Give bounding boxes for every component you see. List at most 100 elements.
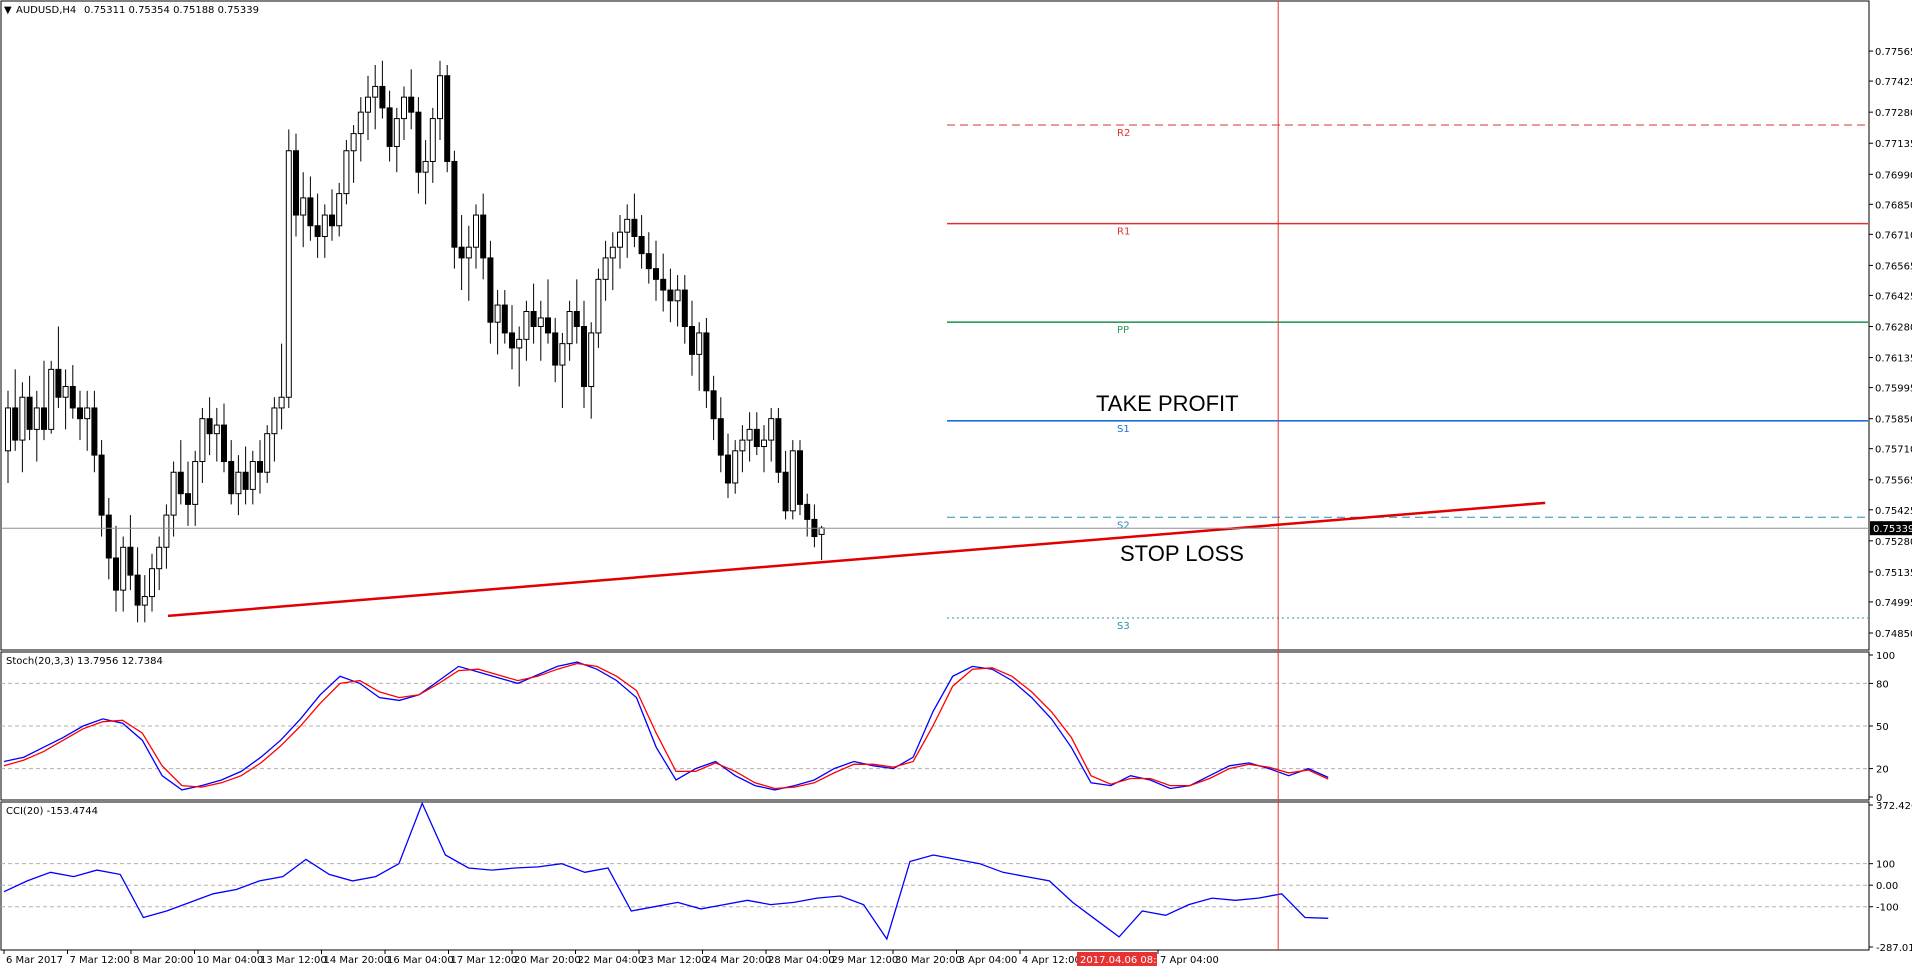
time-axis-label: 8 Mar 20:00 — [133, 955, 193, 966]
candle-body — [559, 343, 566, 366]
candle-body — [98, 454, 105, 516]
candle-body — [739, 439, 746, 452]
candle-body — [804, 503, 811, 520]
crosshair-time-label: 2017.04.06 08:00 — [1080, 955, 1169, 966]
candle-body — [509, 332, 515, 349]
candle-body — [141, 596, 148, 606]
candle-body — [278, 396, 285, 409]
candle-body — [199, 418, 206, 463]
candle-body — [451, 160, 458, 248]
candle-body — [617, 231, 623, 248]
candle-body — [343, 150, 350, 195]
stoch-axis-label: 100 — [1876, 651, 1895, 662]
candle-body — [624, 218, 631, 233]
candle-body — [545, 317, 551, 334]
candle-body — [242, 471, 249, 490]
candle-body — [480, 214, 487, 259]
price-axis-label: 0.77135 — [1875, 139, 1912, 150]
current-price-box — [1870, 521, 1912, 536]
candle-body — [782, 471, 789, 512]
candle-body — [501, 304, 508, 334]
candle-body — [12, 407, 19, 441]
stoch-label: Stoch(20,3,3) 13.7956 12.7384 — [6, 656, 163, 667]
candle-body — [300, 197, 307, 216]
chart-header-arrow[interactable]: ▼ — [4, 5, 12, 16]
pivot-label-s2: S2 — [1117, 520, 1130, 531]
candle-body — [753, 428, 760, 448]
candle-body — [689, 326, 695, 355]
candle-body — [789, 450, 796, 512]
stoch-axis-label: 50 — [1876, 722, 1889, 733]
candle-body — [185, 493, 191, 505]
candle-body — [746, 428, 753, 441]
price-axis-label: 0.75565 — [1875, 476, 1912, 487]
candle-body — [681, 289, 688, 327]
stoch-axis-label: 80 — [1876, 679, 1889, 690]
candle-body — [206, 418, 213, 435]
candle-body — [530, 310, 537, 328]
candle-body — [91, 407, 98, 456]
candle-body — [631, 218, 638, 237]
candle-body — [609, 246, 616, 259]
candle-body — [249, 461, 256, 490]
candle-body — [314, 225, 321, 237]
pivot-levels: R2 R1 PP S1 S2 S3 — [947, 124, 1868, 632]
candle-body — [285, 150, 292, 398]
candle-body — [595, 278, 602, 334]
time-axis-label: 24 Mar 20:00 — [705, 955, 772, 966]
stoch-main-line — [3, 661, 1329, 791]
price-axis-label: 0.75995 — [1875, 384, 1912, 395]
time-axis-label: 6 Mar 2017 — [6, 955, 63, 966]
price-axis-label: 0.74995 — [1875, 598, 1912, 609]
candle-body — [516, 338, 523, 349]
candle-body — [552, 332, 559, 366]
candle-body — [69, 386, 76, 409]
candle-body — [710, 390, 717, 420]
candle-body — [307, 197, 314, 227]
price-axis-label: 0.75425 — [1875, 506, 1912, 517]
candle-body — [487, 257, 494, 323]
price-axis-label: 0.77425 — [1875, 77, 1912, 88]
candle-body — [437, 75, 443, 120]
cci-axis-label: 372.4268 — [1876, 801, 1912, 812]
stoch-signal-line — [3, 662, 1329, 790]
candle-body — [329, 214, 335, 227]
candle-body — [725, 454, 731, 484]
candle-body — [465, 246, 472, 259]
candle-body — [537, 317, 544, 327]
candle-body — [264, 433, 271, 473]
candle-body — [422, 160, 429, 173]
candle-body — [62, 386, 69, 398]
take-profit-annotation: TAKE PROFIT — [1096, 391, 1239, 416]
time-axis-label: 4 Apr 12:00 — [1022, 955, 1081, 966]
candle-body — [444, 75, 451, 162]
time-axis-label: 20 Mar 20:00 — [514, 955, 581, 966]
stoch-axis-label: 20 — [1876, 765, 1889, 776]
time-axis-label: 29 Mar 12:00 — [832, 955, 899, 966]
price-axis-label: 0.76565 — [1875, 261, 1912, 272]
candle-body — [653, 268, 659, 280]
price-axis-label: 0.76425 — [1875, 291, 1912, 302]
candle-body — [257, 461, 263, 473]
time-axis-label: 22 Mar 04:00 — [578, 955, 645, 966]
candle-body — [588, 332, 595, 388]
candle-body — [473, 214, 479, 248]
candle-body — [336, 193, 343, 227]
cci-panel-frame — [0, 801, 1870, 951]
candle-body — [127, 546, 134, 576]
cci-label: CCI(20) -153.4744 — [6, 806, 98, 817]
time-axis-label: 7 Apr 04:00 — [1160, 955, 1219, 966]
candle-body — [293, 150, 299, 216]
time-axis-label: 30 Mar 20:00 — [895, 955, 962, 966]
candle-body — [84, 407, 91, 420]
candle-body — [120, 546, 127, 591]
time-axis-label: 28 Mar 04:00 — [768, 955, 835, 966]
